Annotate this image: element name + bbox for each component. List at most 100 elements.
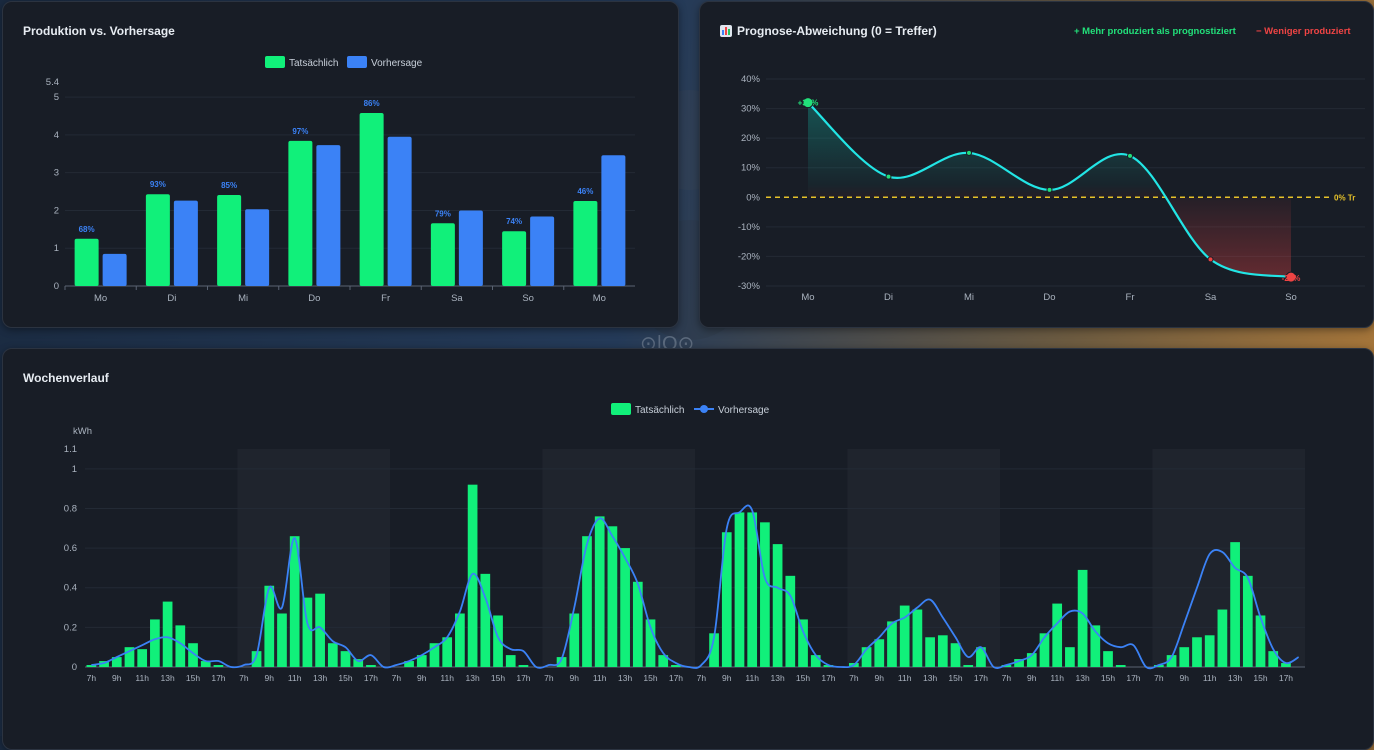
forecast-line [91, 504, 1300, 670]
bar-actual [217, 194, 242, 286]
bar-data-label: 74% [506, 217, 522, 226]
x-tick-label: 7h [1002, 673, 1012, 683]
bar-actual [785, 575, 796, 667]
bar-actual [430, 223, 455, 286]
bar-actual [505, 655, 516, 667]
x-tick-label: So [522, 293, 534, 304]
x-tick-label: 9h [875, 673, 885, 683]
y-tick-label: 3 [54, 168, 59, 179]
x-tick-label: 13h [313, 673, 327, 683]
bar-actual [416, 655, 427, 667]
zero-line-label: 0% Tr [1334, 193, 1355, 202]
y-tick-label: 10% [741, 163, 761, 174]
y-tick-label: 20% [741, 133, 761, 144]
deviation-card: Prognose-Abweichung (0 = Treffer) + Mehr… [699, 1, 1374, 328]
x-tick-label: 11h [593, 673, 607, 683]
y-tick-label: 0% [746, 192, 760, 203]
x-tick-label: 13h [161, 673, 175, 683]
x-tick-label: 15h [186, 673, 200, 683]
bar-actual [353, 659, 364, 667]
y-tick-label: -20% [738, 251, 761, 262]
bar-actual [289, 536, 300, 667]
bar-actual [772, 544, 783, 667]
bar-actual [1166, 655, 1177, 667]
legend-swatch [611, 403, 631, 415]
x-tick-label: 11h [1050, 673, 1064, 683]
x-tick-label: 9h [417, 673, 427, 683]
x-tick-label: 7h [87, 673, 97, 683]
bar-actual [359, 112, 384, 286]
y-tick-label: 5.4 [46, 77, 59, 88]
bar-actual [251, 651, 262, 667]
bar-actual [1014, 659, 1024, 667]
bar-actual [404, 661, 414, 667]
x-tick-label: Di [167, 293, 176, 304]
bar-actual [99, 661, 109, 667]
weekly-chart: Tatsächlich Vorhersage kWh 0 0.2 0.4 0.6 0.8 1 1.… [64, 403, 1305, 683]
x-tick-label: 17h [516, 673, 530, 683]
y-tick-label: 0.4 [64, 583, 77, 594]
y-tick-label: 0.8 [64, 503, 77, 514]
y-tick-label: 5 [54, 92, 59, 103]
bar-actual [111, 657, 122, 667]
bar-actual [1192, 637, 1202, 667]
x-tick-label: 9h [722, 673, 732, 683]
bar-actual [213, 665, 224, 667]
x-tick-label: 15h [1253, 673, 1267, 683]
bar-actual [874, 639, 885, 667]
day-shade [542, 449, 695, 667]
y-tick-label: 0 [54, 281, 59, 292]
y-tick-label: -30% [738, 281, 761, 292]
production-card: Produktion vs. Vorhersage Tatsächlich Vor… [2, 1, 679, 328]
bar-actual [899, 605, 910, 667]
legend-label: Vorhersage [718, 405, 770, 416]
production-title: Produktion vs. Vorhersage [23, 24, 175, 38]
bar-actual [747, 512, 758, 667]
bar-actual [573, 201, 598, 286]
bar-actual [1065, 647, 1075, 667]
bar-actual [1026, 653, 1037, 667]
x-tick-label: Mi [238, 293, 248, 304]
bar-actual [1217, 609, 1228, 667]
bar-actual [1077, 569, 1088, 667]
x-tick-label: 9h [1027, 673, 1037, 683]
bar-data-label: 93% [150, 180, 166, 189]
bar-actual [162, 601, 173, 667]
bar-actual [594, 516, 605, 667]
bar-actual [582, 536, 592, 667]
bar-actual [340, 651, 351, 667]
bar-actual [366, 665, 376, 667]
bar-actual [480, 573, 491, 667]
bar-forecast [601, 155, 626, 286]
x-tick-label: 7h [697, 673, 707, 683]
bar-chart-icon [720, 25, 732, 37]
x-tick-label: 13h [618, 673, 632, 683]
bar-actual [887, 621, 897, 667]
bar-actual [1179, 647, 1190, 667]
bar-actual [671, 665, 681, 667]
bar-actual [1242, 575, 1253, 667]
bar-actual [502, 231, 527, 286]
bar-actual [950, 643, 961, 667]
bar-actual [1204, 635, 1215, 667]
bar-actual [798, 619, 808, 667]
y-tick-label: 0.6 [64, 543, 77, 554]
bar-actual [810, 655, 821, 667]
x-tick-label: 9h [570, 673, 580, 683]
deviation-point [1046, 186, 1053, 193]
legend-swatch [347, 56, 367, 68]
x-tick-label: 11h [1203, 673, 1217, 683]
bar-forecast [245, 209, 270, 286]
bar-actual [1052, 603, 1063, 667]
x-tick-label: Do [308, 293, 320, 304]
x-tick-label: 7h [392, 673, 402, 683]
bar-forecast [530, 216, 555, 286]
bar-actual [645, 619, 656, 667]
bar-actual [145, 194, 170, 286]
bar-actual [302, 597, 313, 667]
x-tick-label: Do [1043, 292, 1055, 303]
x-tick-label: 9h [1180, 673, 1190, 683]
x-tick-label: 13h [466, 673, 480, 683]
bar-actual [442, 637, 453, 667]
bar-actual [1090, 625, 1101, 667]
